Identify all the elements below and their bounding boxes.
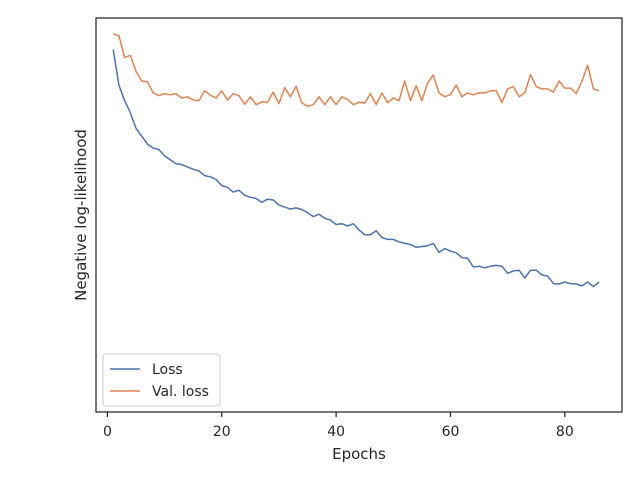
x-tick-label: 0 <box>103 424 112 440</box>
x-tick-label: 20 <box>213 424 231 440</box>
series-layer <box>112 33 600 288</box>
y-axis-label: Negative log-likelihood <box>72 129 90 301</box>
x-tick-label: 80 <box>556 424 574 440</box>
x-tick-label: 40 <box>327 424 345 440</box>
x-tick-label: 60 <box>442 424 460 440</box>
plot-area <box>96 18 622 412</box>
series-line-val-loss <box>112 33 600 108</box>
legend-box <box>102 353 221 407</box>
x-axis-ticks: 0 20 40 60 80 <box>103 412 574 440</box>
x-axis-label: Epochs <box>332 445 386 463</box>
legend-label-val-loss: Val. loss <box>152 384 209 400</box>
legend-label-loss: Loss <box>152 362 183 378</box>
plot-frame <box>95 17 623 413</box>
legend: Loss Val. loss <box>102 353 221 407</box>
series-line-loss <box>112 49 600 288</box>
